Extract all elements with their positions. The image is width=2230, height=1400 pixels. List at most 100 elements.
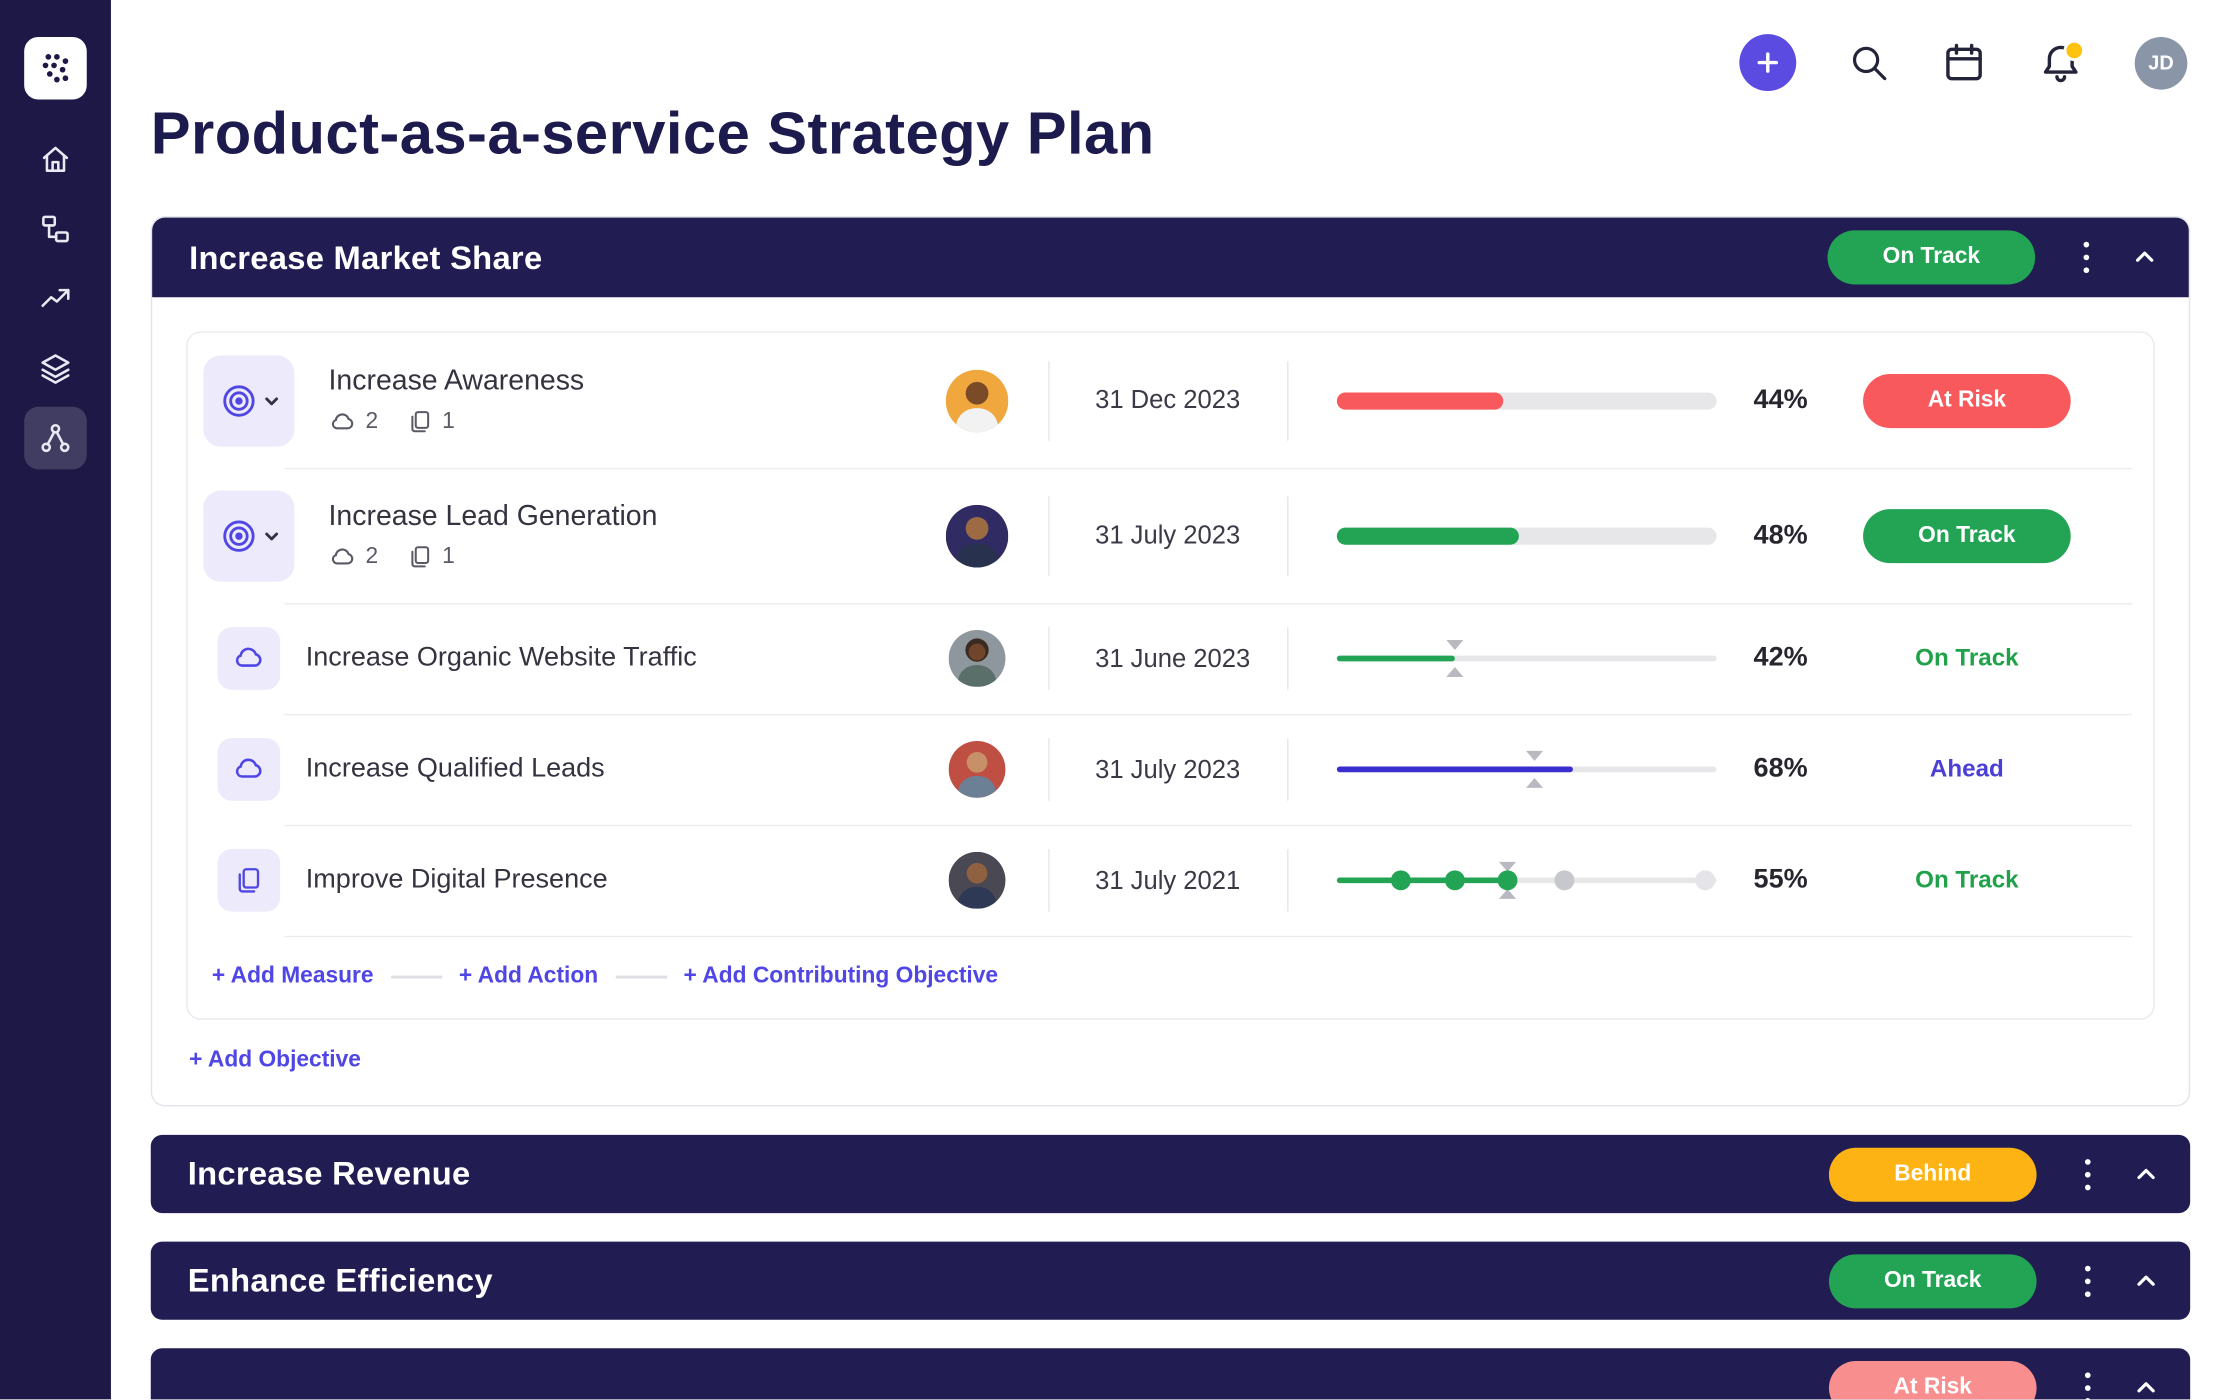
topbar-actions: JD	[1739, 34, 2188, 92]
milestone-dot	[1444, 870, 1465, 891]
notification-dot	[2063, 39, 2085, 62]
pages-icon	[238, 868, 260, 893]
plus-icon	[1757, 52, 1779, 73]
row-title[interactable]: Increase Organic Website Traffic	[305, 642, 697, 673]
action-type-button[interactable]	[217, 849, 281, 912]
calendar-button[interactable]	[1941, 40, 1987, 86]
row-main: Increase Lead Generation 2 1	[329, 500, 935, 571]
owner-avatar[interactable]	[948, 851, 1006, 909]
sidebar-item-plans[interactable]	[24, 198, 87, 261]
progress-cell	[1316, 645, 1738, 672]
search-button[interactable]	[1847, 41, 1890, 84]
divider	[1047, 360, 1049, 441]
section-header[interactable]: Increase Market Share On Track	[152, 217, 2189, 298]
section-body: Increase Awareness 2 1 31	[152, 297, 2189, 1105]
sidebar	[0, 0, 111, 1400]
section-menu-button[interactable]	[2079, 1153, 2096, 1196]
due-date: 31 July 2023	[1095, 754, 1241, 783]
milestone-dot	[1497, 870, 1518, 891]
measure-type-button[interactable]	[217, 627, 281, 690]
section-menu-button[interactable]	[2078, 236, 2095, 279]
objective-section-collapsed[interactable]: At Risk	[150, 1348, 2191, 1400]
divider	[1047, 495, 1049, 576]
row-main: Increase Awareness 2 1	[329, 365, 935, 436]
layers-icon	[41, 354, 70, 384]
action-count-icon	[411, 411, 430, 433]
notifications-button[interactable]	[2038, 39, 2085, 86]
add-contributing-objective-link[interactable]: + Add Contributing Objective	[683, 964, 999, 989]
sidebar-item-progress[interactable]	[24, 267, 87, 330]
status-badge[interactable]: Behind	[1828, 1146, 2037, 1202]
collapse-button[interactable]	[2129, 242, 2160, 273]
divider	[1286, 849, 1288, 912]
page-title: Product-as-a-service Strategy Plan	[150, 99, 1155, 167]
add-measure-link[interactable]: + Add Measure	[211, 964, 374, 989]
create-button[interactable]	[1739, 34, 1797, 92]
trending-up-icon	[41, 288, 70, 308]
owner-avatar[interactable]	[948, 630, 1006, 687]
expand-button[interactable]	[2130, 1372, 2161, 1400]
status-badge[interactable]: On Track	[1827, 230, 2036, 285]
chevron-down-icon	[264, 531, 278, 540]
owner-avatar[interactable]	[945, 504, 1009, 567]
cloud-icon	[235, 647, 262, 667]
row-title[interactable]: Increase Qualified Leads	[305, 753, 605, 784]
progress-cell	[1316, 756, 1738, 783]
logo-glyph	[42, 54, 69, 83]
milestone-dot	[1695, 870, 1716, 891]
progress-fill	[1336, 877, 1508, 884]
expand-button[interactable]	[2130, 1265, 2161, 1296]
status-label[interactable]: On Track	[1915, 644, 2019, 672]
status-cell: Ahead	[1823, 755, 2110, 783]
objective-type-button[interactable]	[203, 354, 295, 446]
owner-avatar[interactable]	[948, 740, 1006, 798]
row-title[interactable]: Improve Digital Presence	[305, 864, 608, 895]
status-badge[interactable]: At Risk	[1828, 1360, 2037, 1400]
status-cell: At Risk	[1823, 373, 2110, 428]
progress-percent: 42%	[1753, 642, 1808, 673]
search-icon	[1852, 46, 1887, 81]
objective-type-button[interactable]	[203, 489, 295, 581]
progress-cell	[1316, 867, 1738, 894]
action-row: Improve Digital Presence 31 July 2021	[188, 824, 2153, 936]
row-title[interactable]: Increase Lead Generation	[328, 499, 658, 532]
owner-avatar[interactable]	[945, 369, 1009, 432]
chevron-up-icon	[2137, 1274, 2155, 1286]
objective-section-collapsed[interactable]: Enhance Efficiency On Track	[150, 1241, 2191, 1320]
action-count-icon	[411, 546, 430, 568]
user-avatar[interactable]: JD	[2134, 36, 2188, 89]
status-label[interactable]: Ahead	[1929, 755, 2004, 783]
progress-fill	[1336, 766, 1573, 773]
measure-type-button[interactable]	[217, 738, 281, 801]
progress-track	[1336, 645, 1717, 672]
row-title[interactable]: Increase Awareness	[328, 364, 585, 397]
divider	[1047, 627, 1049, 690]
sidebar-item-home[interactable]	[24, 128, 87, 191]
chevron-down-icon	[264, 396, 278, 405]
rows-panel: Increase Awareness 2 1 31	[186, 331, 2155, 1020]
objective-section-collapsed[interactable]: Increase Revenue Behind	[150, 1134, 2191, 1214]
status-label[interactable]: On Track	[1915, 866, 2019, 894]
expand-button[interactable]	[2130, 1158, 2161, 1189]
status-badge[interactable]: On Track	[1828, 1253, 2037, 1308]
divider	[1286, 495, 1288, 576]
add-objective-link[interactable]: + Add Objective	[189, 1048, 361, 1073]
sidebar-item-layers[interactable]	[24, 337, 87, 400]
sidebar-item-strategy-map[interactable]	[24, 406, 87, 470]
due-date: 31 Dec 2023	[1095, 385, 1241, 414]
action-count: 1	[442, 408, 455, 434]
section-title: Increase Revenue	[187, 1154, 471, 1192]
status-badge[interactable]: At Risk	[1863, 373, 2071, 428]
add-action-link[interactable]: + Add Action	[458, 964, 599, 989]
section-menu-button[interactable]	[2079, 1259, 2096, 1302]
status-cell: On Track	[1823, 866, 2110, 894]
status-cell: On Track	[1823, 508, 2110, 563]
milestone-track	[1336, 867, 1717, 894]
status-badge[interactable]: On Track	[1863, 508, 2071, 563]
action-count: 1	[442, 543, 455, 569]
divider	[1286, 360, 1288, 441]
section-menu-button[interactable]	[2079, 1366, 2096, 1400]
status-cell: On Track	[1823, 644, 2110, 672]
progress-track	[1336, 756, 1717, 783]
app-logo[interactable]	[24, 36, 87, 100]
